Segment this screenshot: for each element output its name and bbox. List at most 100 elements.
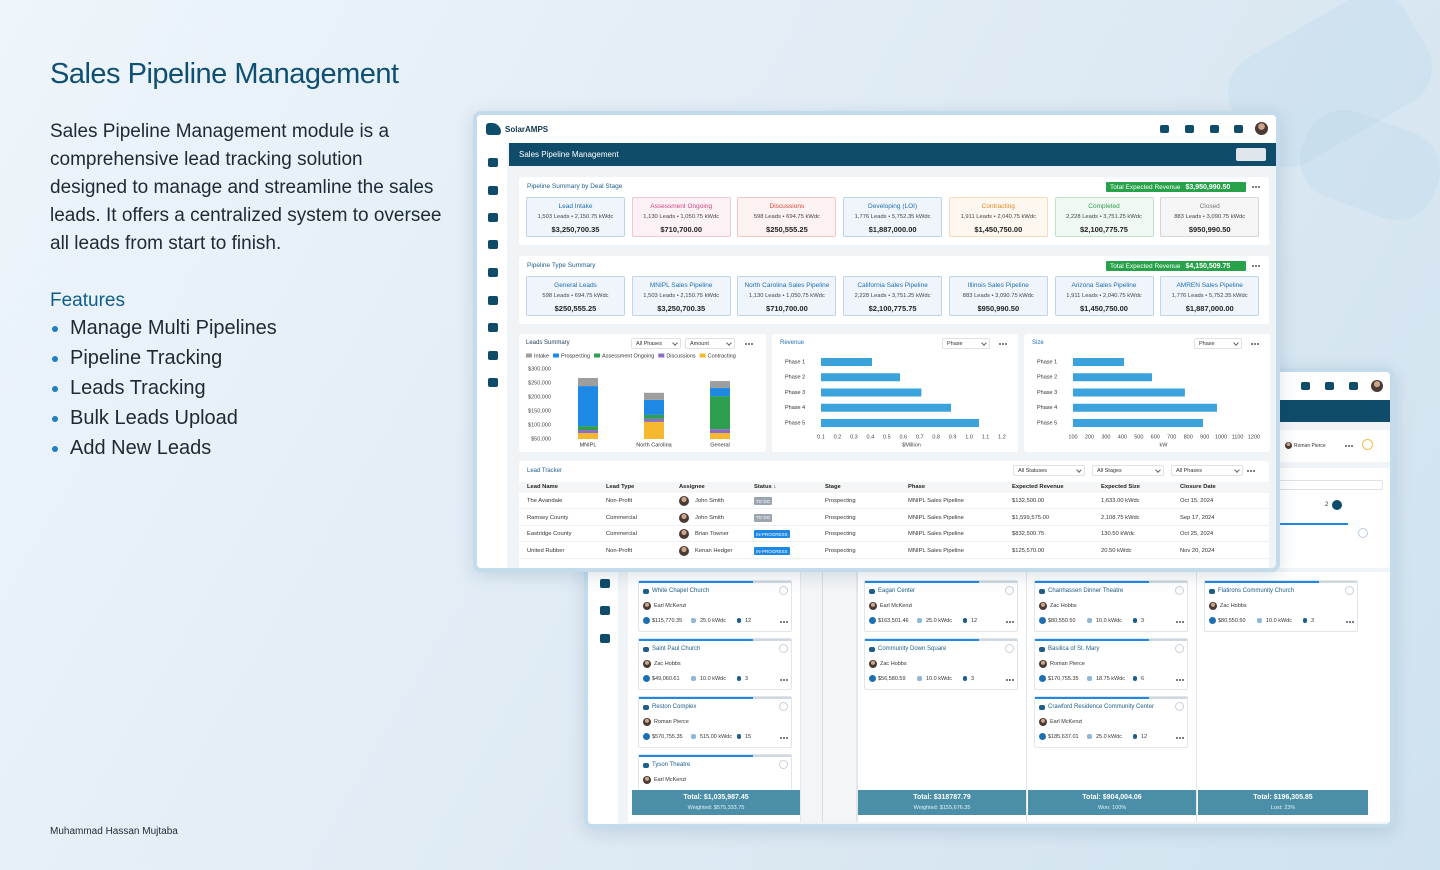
dropdown[interactable]: All Statuses: [1013, 465, 1085, 476]
expand-button[interactable]: [1005, 644, 1014, 653]
x-tick-label: 0.8: [932, 434, 940, 440]
dropdown[interactable]: Phase: [1194, 338, 1242, 349]
more-icon[interactable]: [1006, 621, 1008, 623]
icon[interactable]: [917, 618, 922, 623]
icon[interactable]: [1133, 734, 1137, 739]
expand-button[interactable]: [1175, 586, 1184, 595]
column-header: Phase: [908, 484, 926, 490]
expand-button[interactable]: [779, 586, 788, 595]
icon[interactable]: [869, 589, 875, 594]
icon[interactable]: [488, 213, 498, 222]
column-total: Total: $196,305.85 Lost: 23%: [1198, 790, 1368, 815]
more-icon[interactable]: [1251, 343, 1253, 345]
icon[interactable]: [600, 606, 610, 615]
more-icon[interactable]: [1176, 679, 1178, 681]
expand-button[interactable]: [1345, 586, 1354, 595]
expand-button[interactable]: [779, 644, 788, 653]
expand-button[interactable]: [1175, 644, 1184, 653]
more-icon[interactable]: [745, 343, 747, 345]
icon[interactable]: [488, 240, 498, 249]
chart-panel: Size Phase 100 200 300 400 500 600 700 800 900 1000…: [1024, 334, 1270, 452]
more-icon[interactable]: [1346, 621, 1348, 623]
icon[interactable]: [488, 158, 498, 167]
more-icon[interactable]: [1247, 470, 1249, 472]
more-icon[interactable]: [780, 737, 782, 739]
dropdown-toggle[interactable]: [1362, 439, 1373, 450]
icon[interactable]: [488, 186, 498, 195]
icon[interactable]: [1087, 734, 1092, 739]
expand-button[interactable]: [779, 760, 788, 769]
card-amount: $3,250,700.35: [551, 225, 600, 234]
icon[interactable]: [1210, 125, 1219, 133]
icon[interactable]: [488, 268, 498, 277]
feature-item: Add New Leads: [70, 437, 212, 459]
add-button[interactable]: [1332, 500, 1342, 510]
icon[interactable]: [1303, 618, 1307, 623]
icon[interactable]: [691, 734, 696, 739]
icon[interactable]: [1039, 647, 1045, 652]
icon[interactable]: [1257, 618, 1262, 623]
legend-label: Assessment Ongoing: [602, 353, 654, 359]
cell: 20.50 kWdc: [1101, 548, 1132, 555]
icon[interactable]: [869, 647, 875, 652]
dropdown[interactable]: All Phases: [631, 338, 681, 349]
x-axis-label: $Million: [902, 442, 921, 448]
icon[interactable]: [1349, 382, 1358, 390]
icon[interactable]: [1087, 618, 1092, 623]
icon[interactable]: [1133, 676, 1137, 681]
expand-button[interactable]: [779, 702, 788, 711]
collapse-button[interactable]: [1358, 528, 1368, 538]
icon[interactable]: [488, 378, 498, 387]
more-icon[interactable]: [780, 621, 782, 623]
total-badge: Total Expected Revenue $3,950,990.50: [1106, 182, 1246, 192]
dropdown[interactable]: All Phases: [1171, 465, 1243, 476]
icon[interactable]: [917, 676, 922, 681]
more-icon[interactable]: [1176, 621, 1178, 623]
icon[interactable]: [737, 618, 741, 623]
icon[interactable]: [1160, 125, 1169, 133]
more-icon[interactable]: [1006, 679, 1008, 681]
icon[interactable]: [1133, 618, 1137, 623]
icon[interactable]: [963, 676, 967, 681]
bar: [1073, 358, 1125, 366]
icon[interactable]: [1301, 382, 1310, 390]
icon[interactable]: [643, 589, 649, 594]
card-name: North Carolina Sales Pipeline: [744, 282, 830, 289]
icon[interactable]: [1039, 705, 1045, 710]
icon[interactable]: [600, 579, 610, 588]
expand-button[interactable]: [1005, 586, 1014, 595]
icon[interactable]: [963, 618, 967, 623]
more-icon[interactable]: [1345, 445, 1347, 447]
more-icon[interactable]: [1252, 186, 1254, 188]
icon[interactable]: [1185, 125, 1194, 133]
chart-panel: Revenue Phase 0.1 0.2 0.3 0.4 0.5 0.6 0.7 0.8 0.9 1…: [772, 334, 1018, 452]
dropdown[interactable]: All Stages: [1092, 465, 1164, 476]
icon[interactable]: [488, 323, 498, 332]
icon[interactable]: [1209, 589, 1215, 594]
icon[interactable]: [643, 763, 649, 768]
view-toggle[interactable]: [1236, 148, 1266, 161]
icon[interactable]: [737, 676, 741, 681]
icon[interactable]: [488, 296, 498, 305]
icon[interactable]: [1234, 125, 1243, 133]
more-icon[interactable]: [780, 679, 782, 681]
icon[interactable]: [691, 676, 696, 681]
icon[interactable]: [691, 618, 696, 623]
dropdown[interactable]: Phase: [942, 338, 990, 349]
more-icon[interactable]: [999, 343, 1001, 345]
expand-button[interactable]: [1175, 702, 1184, 711]
dropdown[interactable]: Amount: [685, 338, 735, 349]
icon[interactable]: [488, 351, 498, 360]
icon[interactable]: [1087, 676, 1092, 681]
icon[interactable]: [643, 647, 649, 652]
dropdown-label: All Statuses: [1018, 468, 1048, 474]
legend-swatch: [552, 353, 559, 358]
icon[interactable]: [1039, 589, 1045, 594]
more-icon[interactable]: [1252, 265, 1254, 267]
icon[interactable]: [600, 634, 610, 643]
icon[interactable]: [737, 734, 741, 739]
more-icon[interactable]: [1176, 737, 1178, 739]
card-amount: $950,990.50: [1188, 225, 1231, 234]
icon[interactable]: [643, 705, 649, 710]
icon[interactable]: [1325, 382, 1334, 390]
